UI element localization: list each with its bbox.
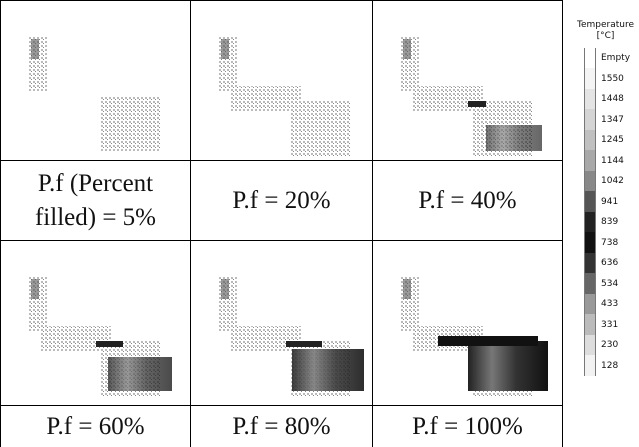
caption: P.f = 60%: [0, 405, 191, 447]
shape: [291, 101, 351, 156]
casting: [1, 241, 191, 406]
caption: P.f (Percent filled) = 5%: [0, 160, 191, 241]
shape: [438, 336, 538, 346]
shape: [231, 86, 301, 111]
legend-label: 1448: [601, 94, 624, 104]
legend-swatch: [584, 355, 596, 376]
legend-label: 839: [601, 217, 618, 227]
legend-title: [°C]: [572, 31, 639, 42]
casting: [1, 1, 191, 161]
legend-label: 1245: [601, 135, 624, 145]
shape: [96, 341, 123, 347]
legend-swatch: [584, 109, 596, 130]
legend-label: 534: [601, 279, 618, 289]
legend-label: 941: [601, 197, 618, 207]
legend-swatch: [584, 253, 596, 274]
shape: [108, 357, 172, 391]
simulation-image: [372, 0, 563, 161]
legend-label: 1550: [601, 74, 624, 84]
legend-swatch: [584, 232, 596, 253]
legend-label: 1144: [601, 156, 624, 166]
shape: [403, 279, 411, 299]
legend-label: 738: [601, 238, 618, 248]
casting: [191, 241, 373, 406]
legend-swatch: [584, 68, 596, 89]
legend-title: Temperature: [572, 20, 639, 31]
caption: P.f = 40%: [372, 160, 563, 241]
casting: [373, 241, 563, 406]
legend-swatch: [584, 171, 596, 192]
caption: P.f = 100%: [372, 405, 563, 447]
shape: [221, 279, 229, 299]
legend-label: 230: [601, 340, 618, 350]
legend-swatch: [584, 150, 596, 171]
legend-label: 128: [601, 361, 618, 371]
legend-label: Empty: [601, 53, 630, 63]
legend-swatch: [584, 294, 596, 315]
legend-swatch: [584, 314, 596, 335]
shape: [413, 86, 483, 111]
legend-swatch: [584, 212, 596, 233]
caption: P.f = 80%: [190, 405, 373, 447]
legend-label: 331: [601, 320, 618, 330]
simulation-image: [372, 240, 563, 406]
shape: [231, 326, 301, 351]
shape: [31, 279, 39, 299]
legend-swatch: [584, 273, 596, 294]
legend-swatch: [584, 89, 596, 110]
shape: [41, 326, 111, 351]
legend-label: 636: [601, 258, 618, 268]
shape: [486, 125, 542, 151]
legend-swatch: [584, 48, 596, 69]
shape: [292, 349, 364, 391]
shape: [101, 96, 161, 151]
simulation-image: [0, 240, 191, 406]
legend-label: 1042: [601, 176, 624, 186]
legend-label: 1347: [601, 115, 624, 125]
shape: [31, 39, 39, 59]
legend-label: 433: [601, 299, 618, 309]
legend-swatch: [584, 191, 596, 212]
casting: [373, 1, 563, 161]
legend-swatch: [584, 335, 596, 356]
legend-swatch: [584, 130, 596, 151]
simulation-image: [0, 0, 191, 161]
shape: [286, 341, 322, 347]
casting: [191, 1, 373, 161]
shape: [468, 101, 486, 107]
shape: [468, 341, 548, 391]
figure: P.f (Percent filled) = 5%P.f = 20%P.f = …: [0, 0, 639, 447]
shape: [403, 39, 411, 59]
shape: [221, 39, 229, 59]
simulation-image: [190, 0, 373, 161]
simulation-image: [190, 240, 373, 406]
caption: P.f = 20%: [190, 160, 373, 241]
